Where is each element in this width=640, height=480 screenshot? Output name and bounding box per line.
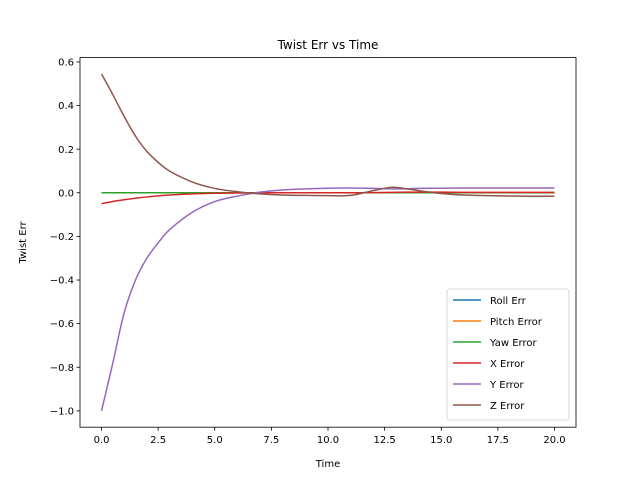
legend-label-y-error: Y Error <box>489 380 525 391</box>
x-tick-label: 10.0 <box>317 435 339 446</box>
legend-label-yaw-error: Yaw Error <box>489 338 537 349</box>
series-line-z-error <box>100 73 555 198</box>
y-tick-label: −0.8 <box>50 363 74 374</box>
y-tick-label: 0.2 <box>58 145 74 156</box>
x-tick-label: 5.0 <box>207 435 223 446</box>
legend-label-pitch-error: Pitch Error <box>490 317 543 328</box>
x-tick-label: 2.5 <box>150 435 166 446</box>
x-tick-label: 7.5 <box>263 435 279 446</box>
y-axis: 0.6 0.4 0.2 0.0 −0.2 −0.4 −0.6 −0.8 −1.0 <box>50 58 80 417</box>
y-axis-label: Twist Err <box>18 220 29 264</box>
x-tick-label: 17.5 <box>487 435 509 446</box>
x-tick-label: 0.0 <box>94 435 110 446</box>
y-tick-label: −0.2 <box>50 232 74 243</box>
y-tick-label: −1.0 <box>50 406 74 417</box>
legend-label-x-error: X Error <box>490 359 525 370</box>
chart-title: Twist Err vs Time <box>277 38 379 52</box>
y-tick-label: 0.0 <box>58 188 74 199</box>
x-tick-label: 12.5 <box>373 435 395 446</box>
legend-label-roll-err: Roll Err <box>490 296 527 307</box>
series-line-x-error <box>101 191 555 205</box>
series-layer <box>100 73 555 412</box>
y-tick-label: −0.4 <box>50 276 74 287</box>
series-line-y-error <box>100 187 555 412</box>
y-tick-label: 0.4 <box>58 101 74 112</box>
legend: Roll Err Pitch Error Yaw Error X Error Y Err… <box>446 288 570 421</box>
y-tick-label: −0.6 <box>50 319 74 330</box>
x-tick-label: 15.0 <box>430 435 452 446</box>
y-tick-label: 0.6 <box>58 58 74 69</box>
x-tick-label: 20.0 <box>543 435 565 446</box>
x-axis: 0.0 2.5 5.0 7.5 10.0 12.5 15.0 17.5 20.0 <box>94 427 566 446</box>
x-axis-label: Time <box>315 459 340 470</box>
legend-label-z-error: Z Error <box>490 401 525 412</box>
